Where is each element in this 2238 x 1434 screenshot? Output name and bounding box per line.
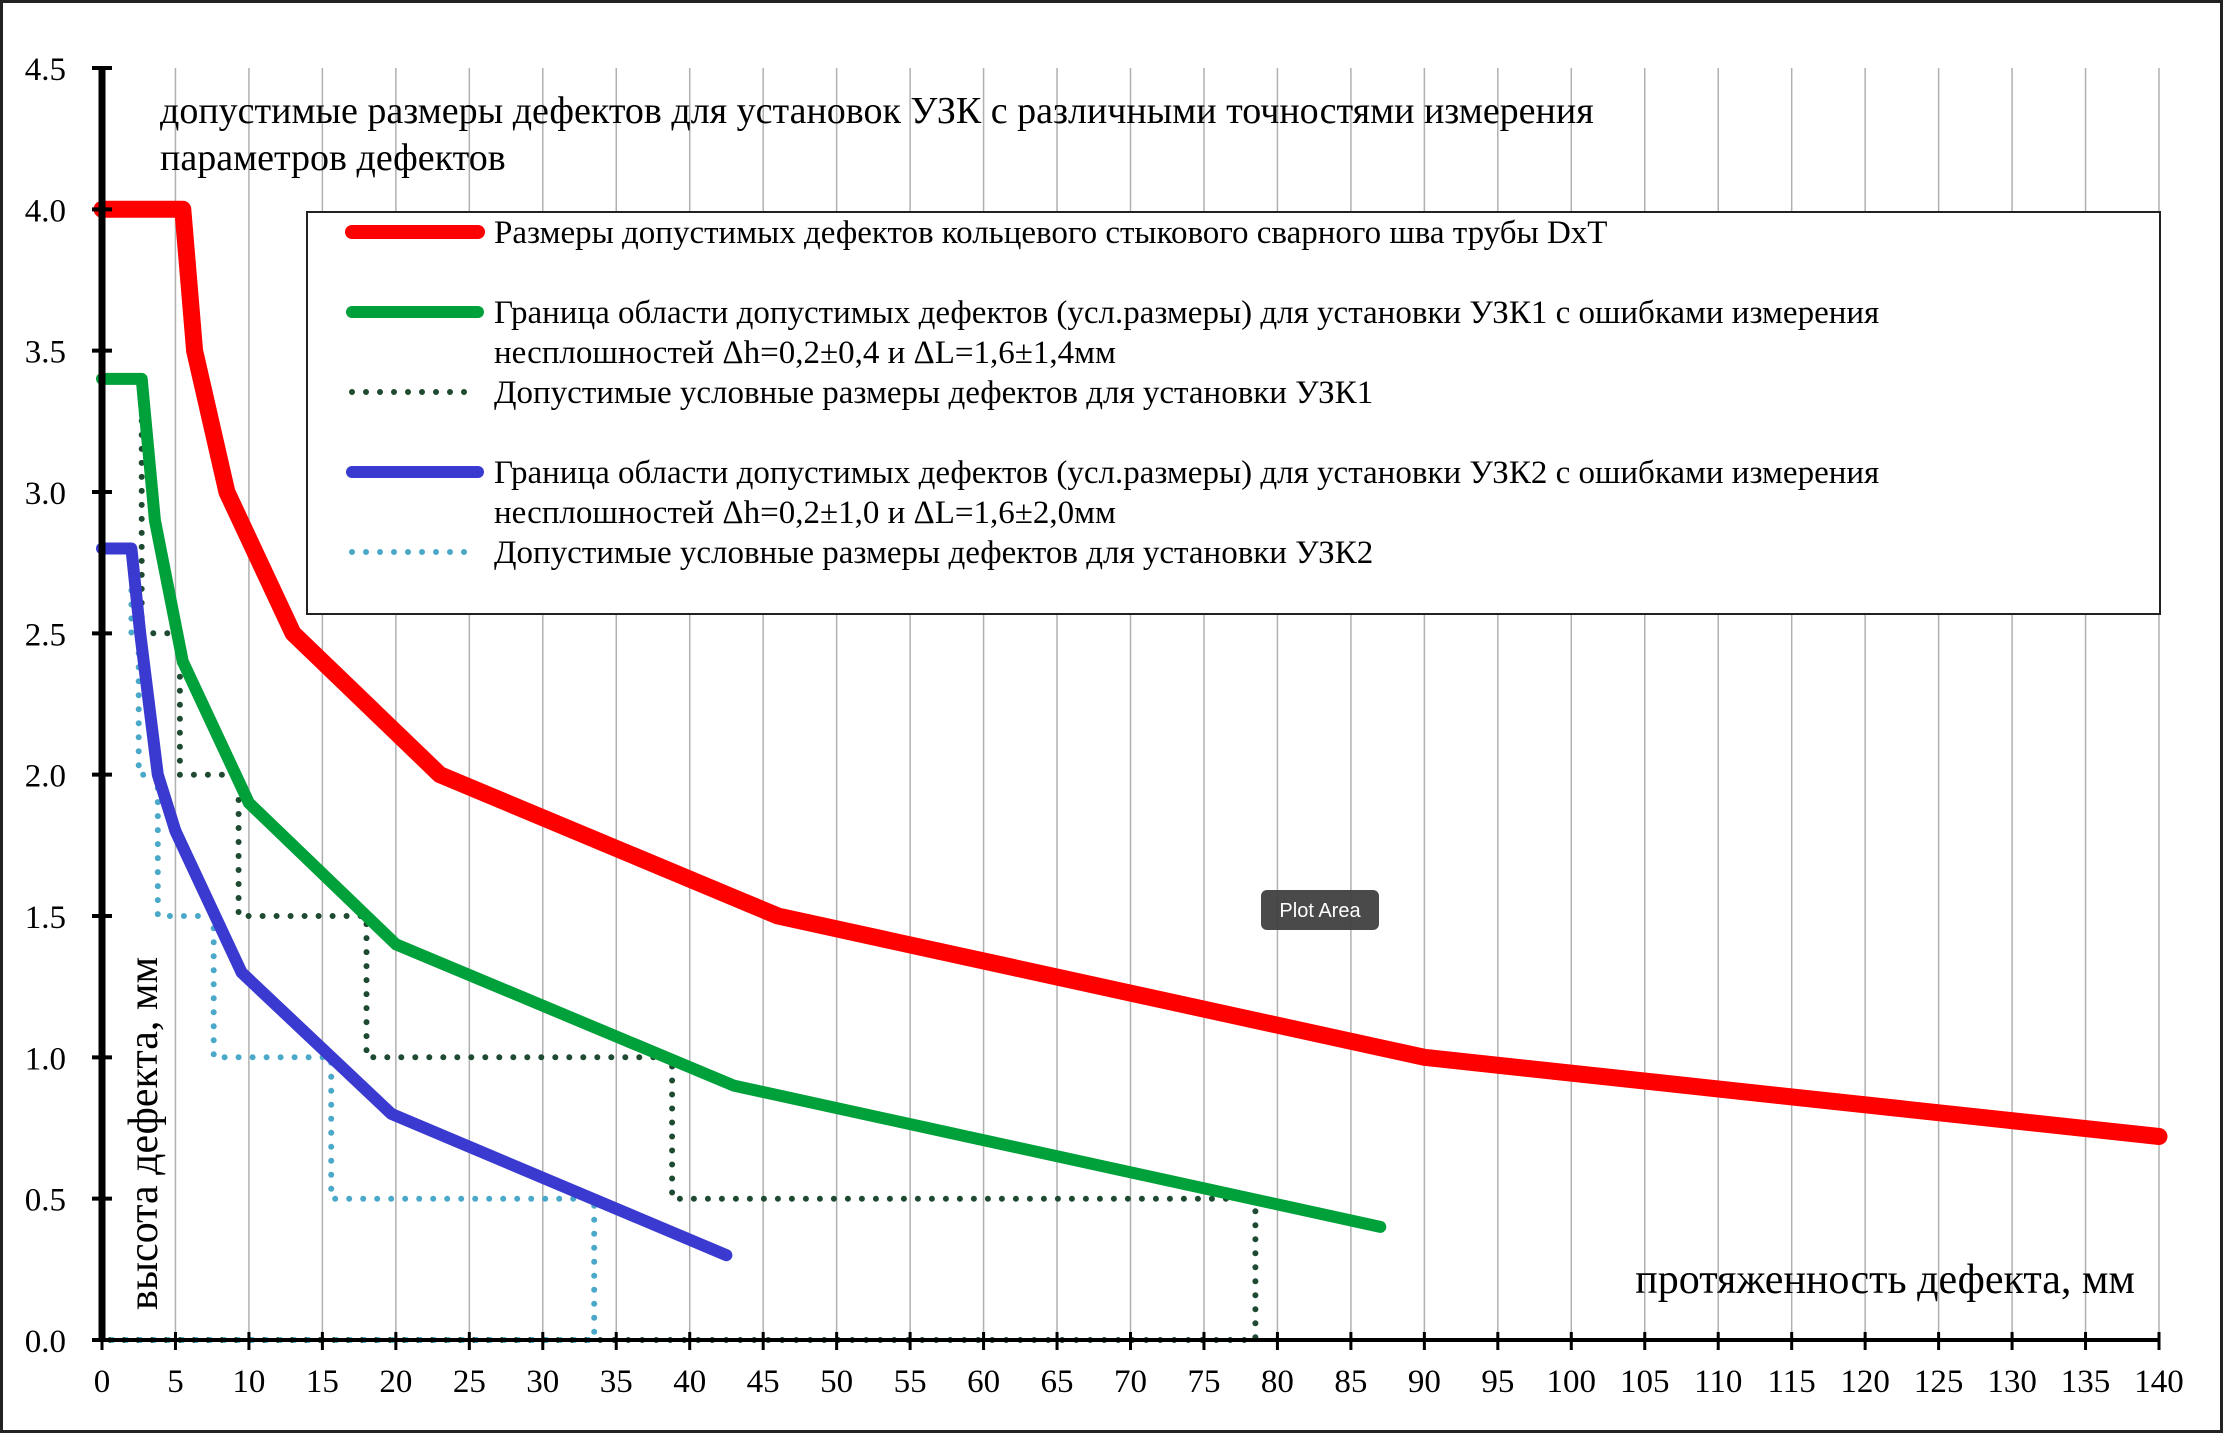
legend-box bbox=[306, 211, 2161, 615]
y-tick-label: 0.5 bbox=[25, 1183, 66, 1219]
x-tick-label: 105 bbox=[1620, 1364, 1670, 1400]
solid-series-group bbox=[93, 200, 2168, 1262]
legend[interactable]: Размеры допустимых дефектов кольцевого с… bbox=[306, 211, 2161, 615]
tooltip-label: Plot Area bbox=[1279, 900, 1361, 922]
x-tick-label: 135 bbox=[2061, 1364, 2111, 1400]
x-tick-label: 110 bbox=[1694, 1364, 1742, 1400]
legend-label-3: Граница области допустимых дефектов (усл… bbox=[494, 455, 1879, 491]
x-tick-label: 35 bbox=[600, 1364, 633, 1400]
plot-area-tooltip: Plot Area bbox=[1261, 890, 1379, 930]
y-tick-label: 3.5 bbox=[25, 335, 66, 371]
x-tick-label: 75 bbox=[1187, 1364, 1220, 1400]
legend-items: Размеры допустимых дефектов кольцевого с… bbox=[345, 215, 1879, 571]
series-line-1[interactable] bbox=[96, 372, 1387, 1233]
x-tick-label: 95 bbox=[1481, 1364, 1514, 1400]
x-tick-label: 130 bbox=[1987, 1364, 2037, 1400]
x-tick-label: 50 bbox=[820, 1364, 853, 1400]
y-tick-label: 0.0 bbox=[25, 1324, 66, 1360]
series-line-0[interactable] bbox=[93, 200, 2168, 1145]
x-tick-label: 55 bbox=[894, 1364, 927, 1400]
tick-labels: 0.0 0.5 1.0 1.5 2.0 2.5 3.0 3.5 4.0 4.5 0 5 10 15 20 25… bbox=[25, 52, 2184, 1400]
x-tick-label: 70 bbox=[1114, 1364, 1147, 1400]
y-tick-label: 4.0 bbox=[25, 193, 66, 229]
y-tick-label: 1.0 bbox=[25, 1041, 66, 1077]
y-tick-label: 3.0 bbox=[25, 476, 66, 512]
x-tick-label: 30 bbox=[526, 1364, 559, 1400]
x-tick-label: 10 bbox=[232, 1364, 265, 1400]
y-tick-label: 2.5 bbox=[25, 617, 66, 653]
x-tick-label: 25 bbox=[453, 1364, 486, 1400]
axes bbox=[92, 66, 2161, 1350]
x-tick-label: 5 bbox=[167, 1364, 184, 1400]
x-tick-label: 20 bbox=[379, 1364, 412, 1400]
legend-label-4: Допустимые условные размеры дефектов для… bbox=[494, 535, 1373, 571]
chart-title-line-2: параметров дефектов bbox=[160, 137, 506, 179]
chart-title-line-1: допустимые размеры дефектов для установо… bbox=[160, 90, 1594, 132]
x-tick-label: 90 bbox=[1408, 1364, 1441, 1400]
series-line-3[interactable] bbox=[96, 542, 733, 1262]
y-tick-label: 2.0 bbox=[25, 759, 66, 795]
legend-label-1: Граница области допустимых дефектов (усл… bbox=[494, 295, 1879, 331]
x-tick-label: 85 bbox=[1334, 1364, 1367, 1400]
x-tick-label: 40 bbox=[673, 1364, 706, 1400]
x-tick-label: 100 bbox=[1547, 1364, 1597, 1400]
x-tick-label: 140 bbox=[2134, 1364, 2184, 1400]
legend-label-0: Размеры допустимых дефектов кольцевого с… bbox=[494, 215, 1607, 251]
x-tick-label: 0 bbox=[94, 1364, 111, 1400]
y-tick-label: 4.5 bbox=[25, 52, 66, 88]
y-tick-label: 1.5 bbox=[25, 900, 66, 936]
x-tick-label: 125 bbox=[1914, 1364, 1964, 1400]
y-axis-title: высота дефекта, мм bbox=[121, 957, 167, 1310]
x-tick-label: 115 bbox=[1768, 1364, 1816, 1400]
x-tick-label: 65 bbox=[1041, 1364, 1074, 1400]
x-tick-label: 80 bbox=[1261, 1364, 1294, 1400]
legend-label-2: Допустимые условные размеры дефектов для… bbox=[494, 375, 1373, 411]
legend-label-1: несплошностей Δh=0,2±0,4 и ΔL=1,6±1,4мм bbox=[494, 335, 1116, 371]
legend-label-3: несплошностей Δh=0,2±1,0 и ΔL=1,6±2,0мм bbox=[494, 495, 1116, 531]
x-tick-label: 45 bbox=[747, 1364, 780, 1400]
x-tick-label: 120 bbox=[1840, 1364, 1890, 1400]
tooltip-box bbox=[1261, 890, 1379, 930]
x-axis-title: протяженность дефекта, мм bbox=[1635, 1257, 2135, 1303]
x-tick-label: 15 bbox=[306, 1364, 339, 1400]
x-tick-label: 60 bbox=[967, 1364, 1000, 1400]
